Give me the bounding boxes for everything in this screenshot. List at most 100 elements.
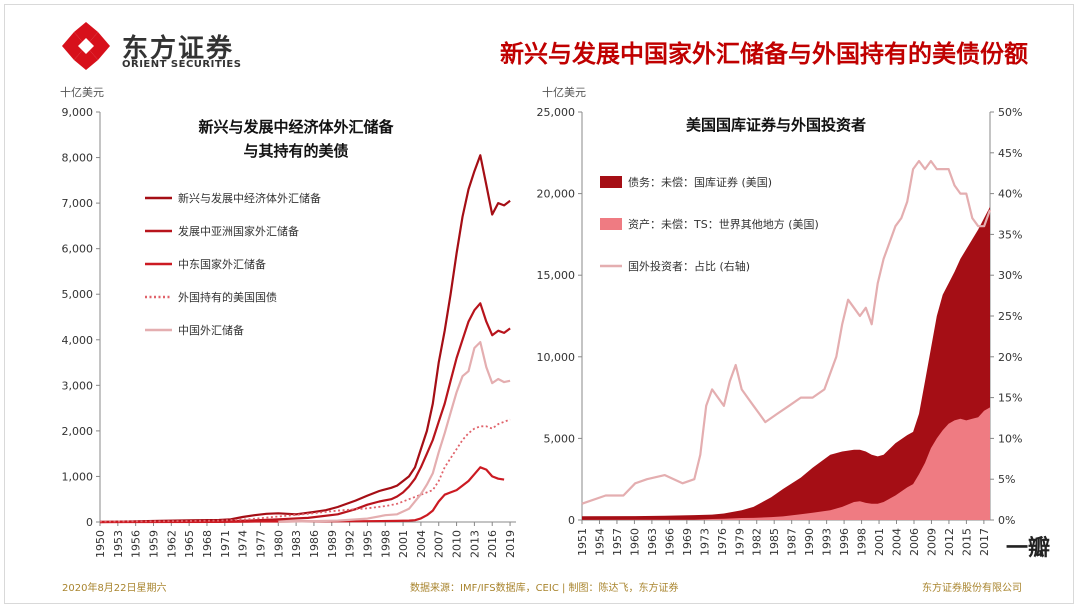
right-y2-tick-label: 50%: [998, 106, 1022, 119]
left-x-tick-label: 1986: [308, 530, 321, 558]
left-x-tick-label: 1971: [219, 530, 232, 558]
right-y2-tick-label: 15%: [998, 392, 1022, 405]
right-x-tick-label: 1993: [821, 528, 834, 556]
left-x-tick-label: 1995: [361, 530, 374, 558]
left-x-tick-label: 2013: [468, 530, 481, 558]
right-y2-tick-label: 25%: [998, 310, 1022, 323]
left-x-tick-label: 1950: [94, 530, 107, 558]
right-series-line: [581, 159, 992, 505]
right-x-tick-label: 2001: [873, 528, 886, 556]
left-x-tick-label: 2001: [397, 530, 410, 558]
company-logo: 东方证券 ORIENT SECURITIES: [56, 22, 256, 72]
right-unit-label: 十亿美元: [542, 86, 586, 99]
logo-text-cn: 东方证券: [122, 34, 235, 64]
right-x-tick-label: 2006: [908, 528, 921, 556]
right-x-tick-label: 1990: [803, 528, 816, 556]
right-x-tick-label: 1979: [733, 528, 746, 556]
left-x-tick-label: 1992: [344, 530, 357, 558]
right-x-tick-label: 1973: [698, 528, 711, 556]
left-x-tick-label: 1959: [147, 530, 160, 558]
watermark-text: 一瓣: [1005, 536, 1050, 561]
left-x-tick-label: 2016: [486, 530, 499, 558]
left-x-tick-label: 1968: [201, 530, 214, 558]
slide-frame: [4, 4, 1074, 604]
right-y2-tick-label: 40%: [998, 188, 1022, 201]
right-legend-swatch: [600, 176, 622, 188]
left-x-tick-label: 1953: [112, 530, 125, 558]
left-x-tick-label: 1974: [237, 530, 250, 558]
right-x-tick-label: 1976: [716, 528, 729, 556]
right-x-tick-label: 2017: [978, 528, 991, 556]
right-y2-tick-label: 45%: [998, 147, 1022, 160]
right-y2-tick-label: 35%: [998, 228, 1022, 241]
right-x-tick-label: 2012: [943, 528, 956, 556]
right-x-tick-label: 1985: [768, 528, 781, 556]
right-x-tick-label: 2015: [960, 528, 973, 556]
left-x-tick-label: 2010: [451, 530, 464, 558]
right-x-tick-label: 1957: [611, 528, 624, 556]
left-series-line: [99, 418, 511, 523]
orient-logo-icon: [62, 22, 110, 70]
right-x-tick-label: 1966: [663, 528, 676, 556]
right-x-tick-label: 1998: [856, 528, 869, 556]
left-y-tick-label: 4,000: [62, 334, 94, 347]
left-x-tick-label: 2004: [415, 530, 428, 558]
right-y2-tick-label: 20%: [998, 351, 1022, 364]
footer-date: 2020年8月22日星期六: [62, 583, 167, 594]
left-x-tick-label: 2019: [504, 530, 517, 558]
left-x-tick-label: 1983: [290, 530, 303, 558]
right-x-tick-label: 1987: [786, 528, 799, 556]
right-legend-label: 国外投资者：占比 (右轴): [628, 259, 750, 273]
page-title: 新兴与发展中国家外汇储备与外国持有的美债份额: [500, 40, 1028, 68]
left-x-tick-label: 1956: [130, 530, 143, 558]
right-x-tick-label: 1982: [751, 528, 764, 556]
right-legend-label: 资产：未偿：TS：世界其他地方 (美国): [628, 217, 819, 231]
right-y-tick-label: 25,000: [537, 106, 576, 119]
right-y-tick-label: 15,000: [537, 269, 576, 282]
right-series-area: [582, 407, 990, 520]
left-series-line: [99, 154, 511, 524]
left-chart-title: 与其持有的美债: [243, 142, 348, 160]
left-series-line: [278, 341, 511, 523]
right-x-tick-label: 2009: [925, 528, 938, 556]
right-y2-tick-label: 5%: [998, 473, 1015, 486]
left-y-tick-label: 2,000: [62, 425, 94, 438]
right-y2-tick-label: 10%: [998, 432, 1022, 445]
left-y-tick-label: 7,000: [62, 197, 94, 210]
right-x-tick-label: 1960: [628, 528, 641, 556]
left-y-tick-label: 8,000: [62, 152, 94, 165]
right-x-tick-label: 1963: [646, 528, 659, 556]
right-legend-swatch: [600, 218, 622, 230]
left-x-tick-label: 1977: [254, 530, 267, 558]
right-y2-tick-label: 0%: [998, 514, 1015, 527]
right-y2-tick-label: 30%: [998, 269, 1022, 282]
left-x-tick-label: 1980: [272, 530, 285, 558]
left-unit-label: 十亿美元: [60, 86, 104, 99]
right-y-tick-label: 5,000: [544, 432, 576, 445]
left-legend-label: 中东国家外汇储备: [178, 257, 266, 271]
right-x-tick-label: 1951: [576, 528, 589, 556]
left-y-tick-label: 6,000: [62, 243, 94, 256]
logo-text-en: ORIENT SECURITIES: [122, 59, 242, 70]
right-x-tick-label: 2004: [891, 528, 904, 556]
right-x-tick-label: 1954: [593, 528, 606, 556]
right-x-tick-label: 1996: [838, 528, 851, 556]
left-y-tick-label: 0: [86, 516, 93, 529]
right-legend-label: 债务：未偿：国库证券 (美国): [628, 175, 772, 189]
left-chart-title: 新兴与发展中经济体外汇储备: [198, 118, 394, 136]
left-x-tick-label: 1965: [183, 530, 196, 558]
right-y-tick-label: 0: [568, 514, 575, 527]
left-y-tick-label: 9,000: [62, 106, 94, 119]
left-y-tick-label: 1,000: [62, 470, 94, 483]
left-series-line: [99, 302, 511, 524]
left-x-tick-label: 1989: [326, 530, 339, 558]
left-x-tick-label: 1962: [165, 530, 178, 558]
footer-source: 数据来源：IMF/IFS数据库，CEIC | 制图：陈达飞，东方证券: [410, 583, 679, 594]
right-y-tick-label: 20,000: [537, 188, 576, 201]
left-x-tick-label: 1998: [379, 530, 392, 558]
left-legend-label: 新兴与发展中经济体外汇储备: [178, 191, 321, 205]
left-x-tick-label: 2007: [433, 530, 446, 558]
footer-company: 东方证券股份有限公司: [922, 583, 1022, 594]
left-legend-label: 中国外汇储备: [178, 323, 244, 337]
